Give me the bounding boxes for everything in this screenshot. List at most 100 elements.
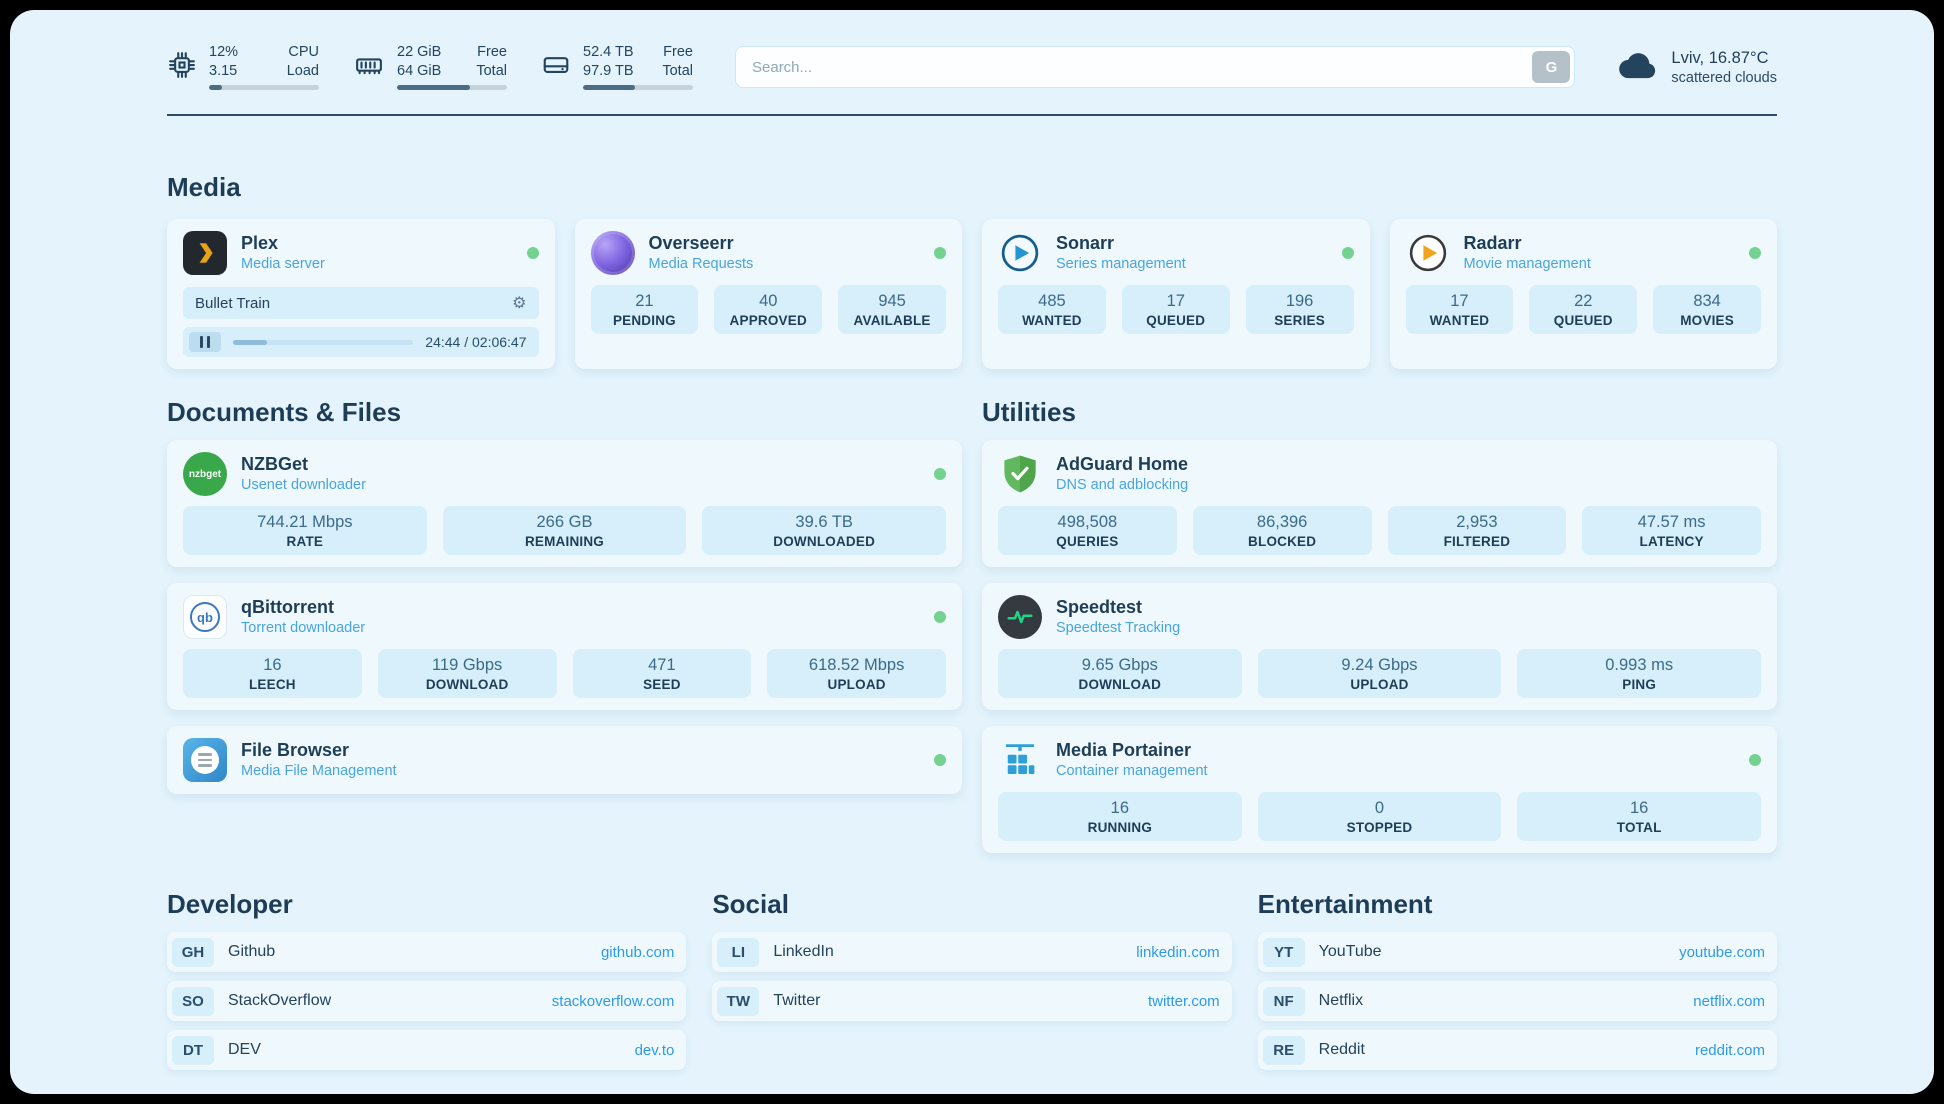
stat-label: LEECH [248, 677, 296, 692]
stat-tile: 22 QUEUED [1529, 285, 1638, 334]
storage-free-label: Free [663, 44, 693, 60]
stat-value: 21 [635, 292, 654, 310]
app-name: Overseerr [648, 232, 734, 253]
stat-tile: 618.52 Mbps UPLOAD [767, 649, 946, 698]
bookmark-url[interactable]: dev.to [634, 1041, 675, 1059]
bookmark-dev[interactable]: DT DEV dev.to [167, 1030, 687, 1070]
cpu-usage-label: CPU [288, 44, 319, 60]
stat-tile: 16 LEECH [183, 649, 362, 698]
app-subtitle: DNS and adblocking [1056, 477, 1189, 494]
cpu-progress-bar [209, 85, 319, 90]
stat-tile: 744.21 Mbps RATE [183, 506, 427, 555]
bookmark-url[interactable]: reddit.com [1694, 1041, 1765, 1059]
stat-label: REMAINING [524, 534, 605, 549]
app-card-nzbget[interactable]: nzbget NZBGet Usenet downloader 744.21 M… [167, 440, 962, 567]
app-card-radarr[interactable]: Radarr Movie management 17 WANTED 22 QUEUE… [1389, 219, 1777, 369]
bookmark-abbr: RE [1262, 1035, 1305, 1065]
app-card-adguard[interactable]: AdGuard Home DNS and adblocking 498,508 Q… [982, 440, 1777, 567]
bookmark-youtube[interactable]: YT YouTube youtube.com [1257, 932, 1777, 972]
bookmark-linkedin[interactable]: LI LinkedIn linkedin.com [712, 932, 1232, 972]
playback-progress-bar[interactable] [233, 339, 414, 345]
stat-value: 485 [1038, 292, 1066, 310]
stat-tile: 196 SERIES [1245, 285, 1354, 334]
status-online-dot [526, 247, 539, 259]
bookmark-github[interactable]: GH Github github.com [167, 932, 687, 972]
pause-button[interactable] [189, 332, 221, 352]
storage-total-value: 97.9 TB [583, 63, 634, 79]
memory-progress-bar [397, 85, 507, 90]
app-name: Speedtest [1056, 596, 1143, 617]
stat-label: LATENCY [1639, 534, 1704, 549]
storage-free-value: 52.4 TB [583, 44, 634, 60]
search-provider-button[interactable]: G [1532, 51, 1571, 83]
stat-label: WANTED [1429, 313, 1490, 328]
bookmark-abbr: YT [1262, 937, 1305, 967]
stat-value: 498,508 [1057, 513, 1118, 531]
documents-section-title: Documents & Files [167, 397, 402, 427]
stat-value: 86,396 [1256, 513, 1308, 531]
app-card-plex[interactable]: Plex Media server Bullet Train ⚙ 24:44 /… [167, 219, 555, 369]
bookmark-name: YouTube [1318, 943, 1382, 960]
stat-tile: 40 APPROVED [714, 285, 823, 334]
bookmark-netflix[interactable]: NF Netflix netflix.com [1257, 981, 1777, 1021]
stat-tile: 16 RUNNING [998, 792, 1242, 841]
status-online-dot [934, 611, 946, 623]
stat-value: 16 [1629, 799, 1649, 817]
app-subtitle: Torrent downloader [241, 620, 366, 637]
stat-value: 39.6 TB [795, 513, 853, 531]
app-card-filebrowser[interactable]: File Browser Media File Management [167, 726, 962, 794]
bookmark-abbr: TW [717, 986, 760, 1016]
bookmark-reddit[interactable]: RE Reddit reddit.com [1257, 1030, 1777, 1070]
search-bar: G [735, 46, 1576, 88]
bookmark-url[interactable]: linkedin.com [1136, 943, 1220, 961]
now-playing-title: Bullet Train [195, 294, 271, 312]
sonarr-icon [998, 231, 1042, 275]
bookmark-stackoverflow[interactable]: SO StackOverflow stackoverflow.com [167, 981, 687, 1021]
stat-value: 266 GB [536, 513, 593, 531]
app-card-speedtest[interactable]: Speedtest Speedtest Tracking 9.65 Gbps DO… [982, 583, 1777, 710]
stat-tile: 86,396 BLOCKED [1192, 506, 1372, 555]
plex-icon [183, 231, 227, 275]
gear-icon[interactable]: ⚙ [512, 295, 527, 312]
bookmark-url[interactable]: youtube.com [1679, 943, 1765, 961]
stat-value: 945 [878, 292, 906, 310]
stat-label: UPLOAD [827, 677, 886, 692]
stat-value: 17 [1450, 292, 1469, 310]
bookmark-name: LinkedIn [773, 943, 834, 960]
app-name: qBittorrent [241, 596, 334, 617]
bookmark-twitter[interactable]: TW Twitter twitter.com [712, 981, 1232, 1021]
bookmark-abbr: DT [172, 1035, 214, 1065]
stat-label: FILTERED [1443, 534, 1511, 549]
bookmark-abbr: GH [172, 937, 214, 967]
stat-tile: 0.993 ms PING [1517, 649, 1761, 698]
bookmark-url[interactable]: stackoverflow.com [551, 992, 675, 1010]
stat-tile: 39.6 TB DOWNLOADED [702, 506, 946, 555]
media-section-title: Media [167, 172, 241, 202]
search-input[interactable] [735, 46, 1576, 88]
stat-label: SERIES [1274, 313, 1325, 328]
app-card-portainer[interactable]: Media Portainer Container management 16 R… [982, 726, 1777, 853]
app-name: Radarr [1463, 232, 1522, 253]
app-card-qbittorrent[interactable]: qb qBittorrent Torrent downloader 16 LEEC… [167, 583, 962, 710]
stat-tile: 471 SEED [572, 649, 752, 698]
stat-value: 17 [1166, 292, 1185, 310]
app-card-sonarr[interactable]: Sonarr Series management 485 WANTED 17 QUE… [982, 219, 1370, 369]
status-online-dot [934, 247, 946, 259]
stat-value: 16 [1110, 799, 1129, 817]
stat-tile: 119 Gbps DOWNLOAD [377, 649, 557, 698]
bookmark-url[interactable]: netflix.com [1693, 992, 1765, 1010]
bookmark-url[interactable]: github.com [600, 943, 675, 961]
app-card-overseerr[interactable]: Overseerr Media Requests 21 PENDING 40 APP… [574, 219, 962, 369]
stat-label: BLOCKED [1248, 534, 1317, 549]
app-subtitle: Media Requests [648, 256, 754, 273]
stat-value: 196 [1285, 292, 1314, 310]
app-name: File Browser [241, 739, 350, 760]
playback-progress-row: 24:44 / 02:06:47 [183, 327, 539, 357]
utilities-section-title: Utilities [982, 397, 1076, 427]
stat-value: 16 [263, 656, 282, 674]
stat-tile: 945 AVAILABLE [838, 285, 946, 334]
memory-free-value: 22 GiB [397, 44, 442, 60]
bookmark-url[interactable]: twitter.com [1147, 992, 1220, 1010]
bookmark-abbr: SO [172, 986, 214, 1016]
bookmark-abbr: NF [1262, 986, 1305, 1016]
